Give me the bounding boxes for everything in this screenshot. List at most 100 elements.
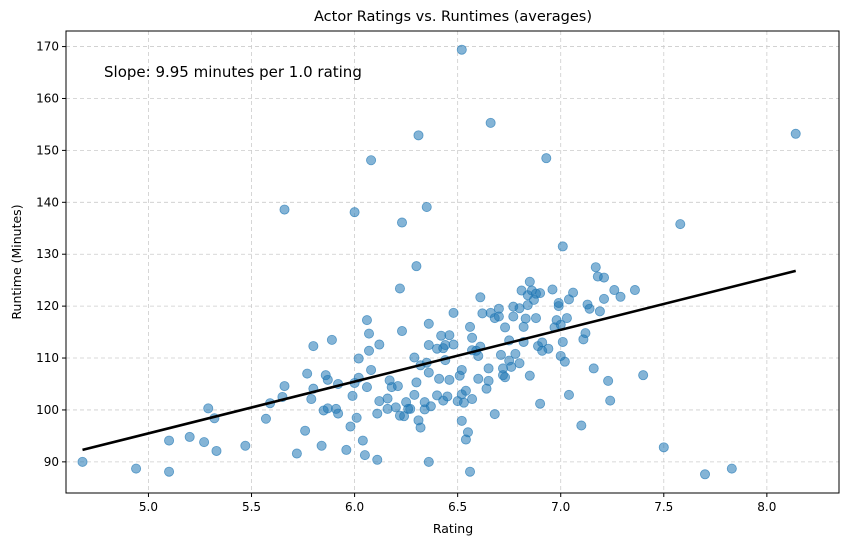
data-point	[211, 445, 222, 456]
data-point	[547, 284, 558, 295]
x-tick-label: 6.0	[345, 500, 364, 514]
data-point	[524, 370, 535, 381]
data-point	[535, 288, 546, 299]
slope-annotation: Slope: 9.95 minutes per 1.0 rating	[104, 63, 362, 81]
data-point	[629, 285, 640, 296]
x-axis-label: Rating	[433, 521, 473, 536]
data-point	[658, 442, 669, 453]
data-point	[599, 272, 610, 283]
data-point	[465, 321, 476, 332]
data-point	[425, 401, 436, 412]
data-point	[366, 155, 377, 166]
data-point	[590, 262, 601, 273]
data-point	[396, 326, 407, 337]
x-tick-label: 6.5	[448, 500, 467, 514]
data-point	[364, 345, 375, 356]
data-point	[605, 395, 616, 406]
data-point	[405, 403, 416, 414]
data-point	[300, 425, 311, 436]
data-point	[510, 348, 521, 359]
data-point	[77, 456, 88, 467]
data-point	[347, 390, 358, 401]
data-point	[382, 403, 393, 414]
data-point	[442, 391, 453, 402]
data-point	[726, 463, 737, 474]
data-point	[184, 431, 195, 442]
y-tick-label: 160	[36, 91, 59, 105]
data-point	[568, 287, 579, 298]
data-point	[359, 450, 370, 461]
data-point	[302, 368, 313, 379]
data-point	[475, 292, 486, 303]
data-point	[392, 381, 403, 392]
data-point	[326, 334, 337, 345]
x-tick-label: 5.5	[242, 500, 261, 514]
data-point	[374, 396, 385, 407]
data-point	[500, 322, 511, 333]
data-point	[456, 364, 467, 375]
data-point	[357, 435, 368, 446]
data-point	[599, 293, 610, 304]
data-point	[465, 466, 476, 477]
data-point	[382, 393, 393, 404]
data-point	[541, 153, 552, 164]
data-point	[493, 311, 504, 322]
data-point	[434, 373, 445, 384]
data-point	[308, 341, 319, 352]
data-point	[580, 328, 591, 339]
data-point	[477, 308, 488, 319]
data-point	[444, 330, 455, 341]
data-point	[473, 373, 484, 384]
data-point	[279, 204, 290, 215]
data-point	[561, 313, 572, 324]
y-axis-ticks: 90 100 110 120 130 140 150 160 170	[36, 40, 66, 469]
data-point	[559, 356, 570, 367]
data-point	[467, 332, 478, 343]
data-point	[553, 298, 564, 309]
data-point	[615, 291, 626, 302]
data-point	[361, 315, 372, 326]
data-point	[790, 128, 801, 139]
data-point	[524, 276, 535, 287]
y-tick-label: 130	[36, 247, 59, 261]
data-point	[609, 285, 620, 296]
data-point	[396, 217, 407, 228]
data-point	[588, 363, 599, 374]
data-point	[444, 374, 455, 385]
y-tick-label: 110	[36, 351, 59, 365]
data-point	[351, 412, 362, 423]
data-point	[409, 352, 420, 363]
regression-line	[82, 269, 797, 452]
regression-line-group	[82, 269, 797, 452]
y-axis-label: Runtime (Minutes)	[9, 204, 24, 319]
data-point	[423, 340, 434, 351]
data-point	[164, 435, 175, 446]
data-point	[203, 403, 214, 414]
x-tick-label: 7.5	[654, 500, 673, 514]
data-point	[260, 413, 271, 424]
data-point	[518, 321, 529, 332]
chart-title: Actor Ratings vs. Runtimes (averages)	[314, 9, 592, 25]
data-point	[415, 422, 426, 433]
data-point	[394, 283, 405, 294]
y-tick-label: 150	[36, 143, 59, 157]
data-point	[372, 454, 383, 465]
data-point	[345, 421, 356, 432]
data-point	[279, 381, 290, 392]
data-point	[411, 261, 422, 272]
data-point	[508, 311, 519, 322]
data-point	[530, 313, 541, 324]
data-point	[456, 415, 467, 426]
data-point	[240, 440, 251, 451]
data-point	[498, 363, 509, 374]
data-point	[372, 408, 383, 419]
data-point	[557, 241, 568, 252]
x-tick-label: 8.0	[757, 500, 776, 514]
data-point	[306, 394, 317, 405]
data-point	[413, 130, 424, 141]
data-point	[316, 440, 327, 451]
data-point	[576, 420, 587, 431]
data-point	[322, 403, 333, 414]
data-point	[456, 44, 467, 55]
